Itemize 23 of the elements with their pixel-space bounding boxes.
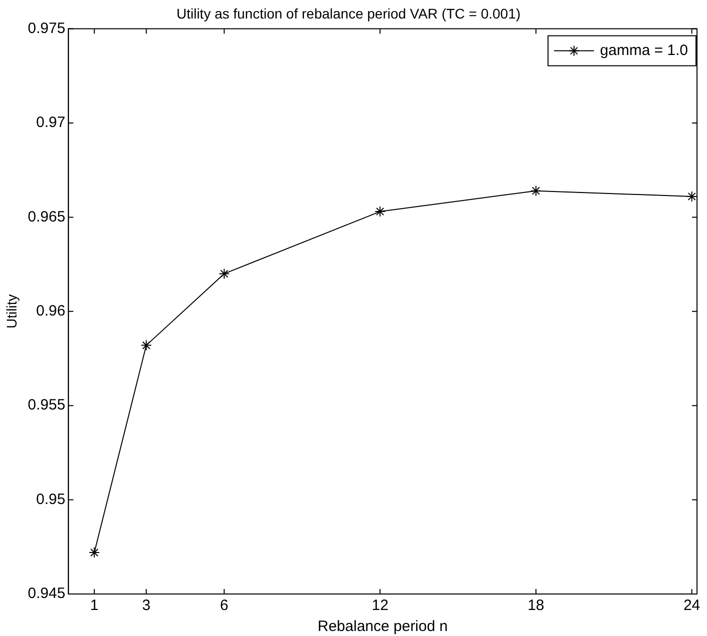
y-tick-label: 0.97 (36, 114, 66, 132)
chart-title: Utility as function of rebalance period VAR (TC = 0.001) (176, 5, 521, 22)
x-axis-title: Rebalance period n (318, 618, 448, 636)
point (140, 340, 152, 351)
x-tick-label: 12 (372, 597, 388, 614)
point (218, 268, 230, 280)
y-tick-label: 0.945 (28, 585, 66, 602)
y-tick-label: 0.95 (36, 490, 66, 508)
y-tick-label: 0.96 (36, 302, 66, 320)
x-tick-label: 6 (220, 597, 228, 614)
point (686, 190, 697, 202)
y-axis-title: Utility (3, 294, 20, 329)
point (88, 547, 100, 558)
x-tick-label: 1 (90, 597, 98, 614)
point (530, 185, 542, 196)
y-tick-label: 0.965 (28, 208, 66, 226)
y-tick-label: 0.975 (28, 20, 66, 37)
x-tick-label: 24 (683, 597, 700, 614)
point (374, 206, 386, 218)
x-tick-label: 3 (142, 597, 150, 614)
legend-label: gamma = 1.0 (600, 42, 688, 59)
y-tick-label: 0.955 (28, 396, 66, 414)
x-tick-label: 18 (528, 597, 544, 614)
